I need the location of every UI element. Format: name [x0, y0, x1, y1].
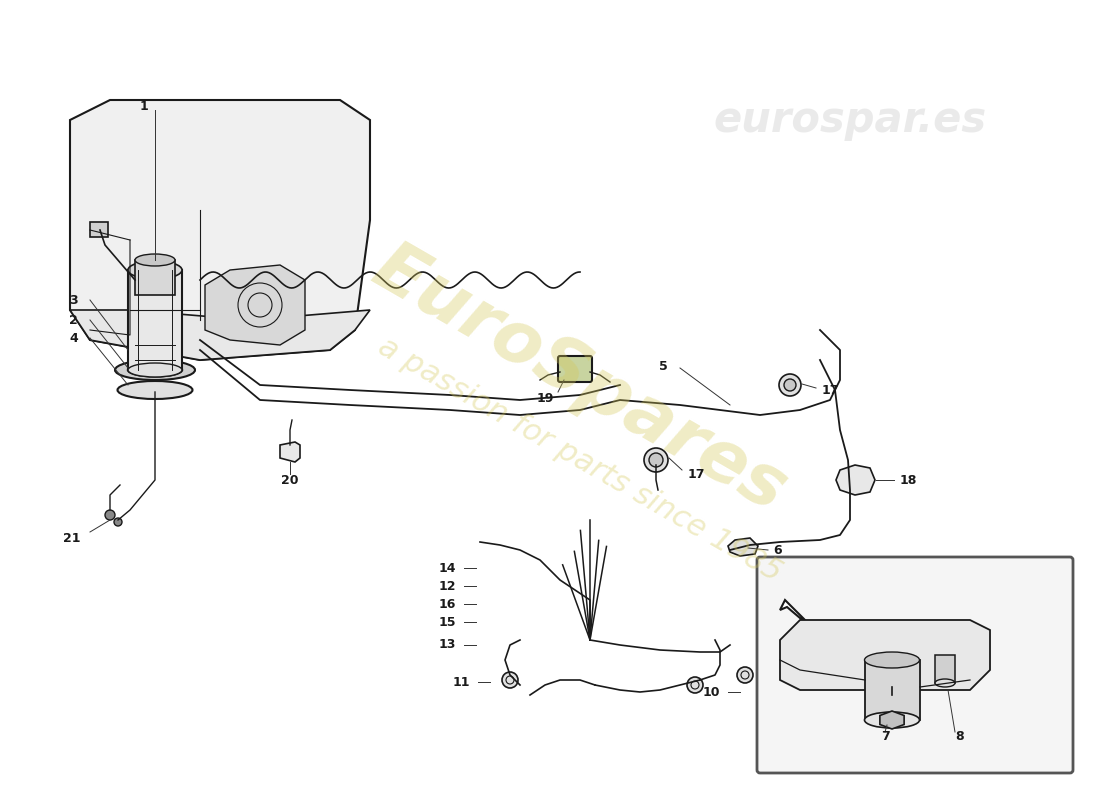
Ellipse shape [865, 712, 920, 728]
Ellipse shape [135, 254, 175, 266]
Text: 19: 19 [537, 391, 554, 405]
Text: 5: 5 [659, 359, 668, 373]
Circle shape [644, 448, 668, 472]
Bar [935, 655, 955, 683]
Ellipse shape [128, 363, 182, 377]
Text: 20: 20 [282, 474, 299, 486]
Polygon shape [95, 130, 150, 185]
Circle shape [649, 453, 663, 467]
Text: 2: 2 [69, 314, 78, 326]
Text: a passion for parts since 1985: a passion for parts since 1985 [373, 332, 786, 588]
Text: EuroSpares: EuroSpares [361, 234, 799, 526]
Circle shape [784, 379, 796, 391]
Ellipse shape [128, 363, 183, 377]
Text: 8: 8 [956, 730, 965, 743]
Text: 6: 6 [773, 543, 782, 557]
Ellipse shape [935, 679, 955, 687]
Circle shape [502, 672, 518, 688]
Text: 11: 11 [452, 675, 470, 689]
Text: 18: 18 [900, 474, 917, 486]
Ellipse shape [118, 381, 192, 399]
Bar [865, 660, 920, 720]
Circle shape [737, 667, 754, 683]
Circle shape [114, 518, 122, 526]
Polygon shape [70, 100, 370, 360]
Text: eurospar.es: eurospar.es [714, 99, 987, 141]
Ellipse shape [116, 360, 195, 380]
Text: 4: 4 [69, 331, 78, 345]
Text: 15: 15 [439, 615, 456, 629]
Bar [90, 222, 108, 237]
Bar [135, 260, 175, 295]
Text: 16: 16 [439, 598, 456, 610]
Circle shape [779, 374, 801, 396]
Text: 12: 12 [439, 579, 456, 593]
Text: 17: 17 [688, 467, 705, 481]
Polygon shape [205, 265, 305, 345]
Text: 10: 10 [703, 686, 720, 698]
Ellipse shape [128, 261, 182, 279]
Text: 17: 17 [822, 383, 839, 397]
Text: 7: 7 [881, 730, 890, 743]
Polygon shape [728, 538, 758, 556]
Bar [128, 270, 182, 370]
Polygon shape [836, 465, 874, 495]
Polygon shape [280, 442, 300, 462]
Circle shape [688, 677, 703, 693]
Circle shape [104, 510, 116, 520]
Ellipse shape [865, 652, 920, 668]
FancyBboxPatch shape [757, 557, 1072, 773]
Text: 3: 3 [69, 294, 78, 306]
Text: 14: 14 [439, 562, 456, 574]
Polygon shape [780, 620, 990, 690]
Text: 13: 13 [439, 638, 456, 651]
Text: 21: 21 [63, 531, 80, 545]
Polygon shape [780, 600, 830, 645]
Polygon shape [70, 310, 370, 360]
Text: 1: 1 [140, 99, 148, 113]
FancyBboxPatch shape [558, 356, 592, 382]
Polygon shape [880, 711, 904, 729]
